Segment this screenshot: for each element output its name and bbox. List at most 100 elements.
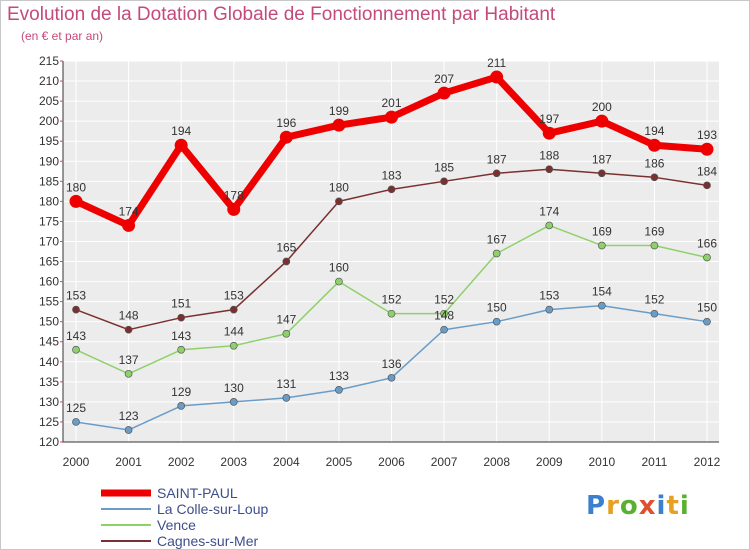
x-tick-label: 2007: [431, 455, 458, 469]
data-label: 144: [224, 325, 244, 339]
logo-letter: i: [656, 491, 667, 521]
data-label: 152: [434, 293, 454, 307]
data-point: [177, 402, 186, 410]
data-point: [387, 373, 396, 382]
y-tick-label: 190: [39, 154, 59, 168]
data-label: 152: [381, 293, 401, 307]
data-label: 174: [119, 204, 139, 218]
data-label: 130: [224, 381, 244, 395]
data-label: 153: [539, 289, 559, 303]
proxiti-logo: Proxiti: [586, 491, 690, 521]
data-label: 154: [592, 285, 612, 299]
y-tick-label: 185: [39, 174, 59, 188]
x-tick-label: 2003: [220, 455, 247, 469]
data-label: 153: [224, 289, 244, 303]
logo-letter: t: [666, 491, 680, 521]
data-label: 174: [539, 204, 559, 218]
chart-title: Evolution de la Dotation Globale de Fonc…: [7, 4, 556, 25]
data-point: [387, 185, 396, 194]
logo-letter: i: [679, 491, 690, 521]
data-point: [124, 426, 133, 434]
data-point: [124, 369, 133, 378]
logo-letter: o: [619, 491, 639, 521]
data-label: 169: [644, 224, 664, 238]
data-label: 148: [434, 309, 454, 323]
data-point: [335, 386, 343, 394]
data-label: 169: [592, 224, 612, 238]
data-label: 167: [487, 233, 507, 247]
data-point: [492, 249, 501, 258]
data-point: [545, 221, 554, 230]
data-label: 150: [697, 301, 717, 315]
y-tick-label: 175: [39, 214, 59, 228]
data-point: [177, 313, 186, 322]
data-label: 207: [434, 72, 454, 86]
data-point: [177, 345, 186, 354]
y-tick-label: 155: [39, 295, 59, 309]
data-point: [124, 325, 133, 334]
x-tick-label: 2000: [63, 455, 90, 469]
data-point: [282, 394, 291, 402]
data-label: 150: [487, 301, 507, 315]
data-label: 137: [119, 353, 139, 367]
data-point: [227, 202, 241, 216]
data-point: [647, 138, 661, 152]
data-label: 160: [329, 261, 349, 275]
data-label: 200: [592, 100, 612, 114]
data-point: [440, 177, 448, 186]
data-point: [69, 194, 83, 208]
data-point: [72, 345, 80, 354]
data-label: 188: [539, 148, 559, 162]
data-label: 178: [224, 188, 244, 202]
data-point: [335, 277, 343, 286]
data-label: 166: [697, 237, 717, 251]
data-point: [703, 253, 711, 262]
y-tick-label: 165: [39, 255, 59, 269]
y-tick-label: 140: [39, 355, 59, 369]
y-tick-label: 150: [39, 315, 59, 329]
y-tick-label: 145: [39, 335, 59, 349]
y-tick-label: 120: [39, 435, 59, 449]
data-label: 196: [276, 116, 296, 130]
data-point: [492, 169, 501, 178]
data-label: 151: [171, 297, 191, 311]
data-point: [437, 86, 451, 100]
data-point: [542, 126, 556, 140]
logo-letter: x: [638, 491, 657, 521]
y-tick-label: 135: [39, 375, 59, 389]
data-point: [72, 418, 80, 426]
legend-label: SAINT-PAUL: [157, 485, 238, 501]
data-point: [597, 169, 606, 178]
y-tick-label: 200: [39, 114, 59, 128]
logo-letter: P: [586, 491, 607, 521]
data-label: 147: [276, 313, 296, 327]
data-point: [229, 341, 238, 350]
x-tick-label: 2008: [483, 455, 510, 469]
data-label: 199: [329, 104, 349, 118]
data-label: 187: [487, 152, 507, 166]
data-label: 180: [66, 180, 86, 194]
data-label: 153: [66, 289, 86, 303]
data-label: 125: [66, 401, 86, 415]
data-label: 131: [276, 377, 296, 391]
data-label: 197: [539, 112, 559, 126]
logo-letter: r: [606, 491, 620, 521]
data-point: [440, 309, 448, 318]
data-point: [597, 241, 606, 250]
data-label: 201: [381, 96, 401, 110]
data-point: [597, 301, 606, 310]
data-point: [545, 165, 554, 174]
x-tick-label: 2010: [588, 455, 615, 469]
x-tick-label: 2002: [168, 455, 195, 469]
data-point: [490, 70, 504, 84]
data-label: 183: [381, 168, 401, 182]
y-tick-label: 160: [39, 275, 59, 289]
data-label: 143: [171, 329, 191, 343]
data-point: [229, 398, 238, 406]
data-label: 194: [644, 124, 664, 138]
data-point: [650, 241, 659, 250]
data-label: 211: [487, 56, 506, 70]
y-tick-label: 210: [39, 74, 59, 88]
legend-label: La Colle-sur-Loup: [157, 501, 268, 517]
